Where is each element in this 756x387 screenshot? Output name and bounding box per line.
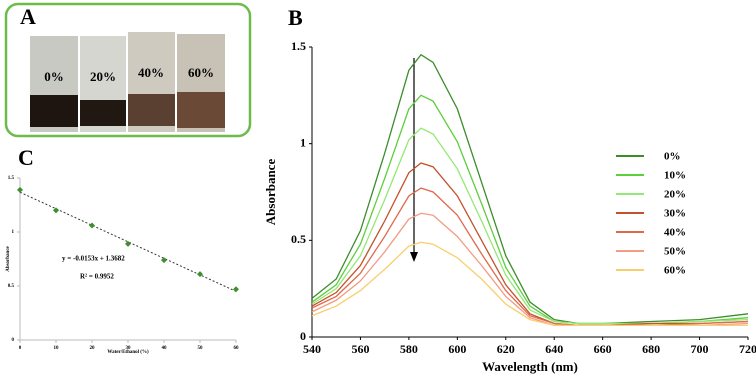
y-tick-label: 0.5 <box>8 284 15 289</box>
y-tick-label: 0 <box>300 329 306 343</box>
panel-label: C <box>18 145 34 170</box>
legend-label: 60% <box>664 265 686 277</box>
x-tick-label: 0 <box>19 346 22 351</box>
y-tick-label: 1 <box>300 135 306 149</box>
vials <box>30 32 225 132</box>
y-tick-label: 0 <box>12 338 15 343</box>
vial-label: 0% <box>44 69 64 84</box>
y-axis-label: Absorbance <box>6 245 11 271</box>
panel-label: B <box>288 5 303 30</box>
equation: y = -0.0153x + 1.3682 <box>62 255 125 263</box>
vial-liquid <box>80 100 126 126</box>
x-tick-label: 540 <box>303 342 321 356</box>
x-tick-label: 720 <box>739 342 756 356</box>
panel-label: A <box>20 4 36 29</box>
data-point <box>161 257 167 264</box>
r-squared: R² = 0.9952 <box>80 273 114 281</box>
data-point <box>197 271 203 278</box>
x-tick-label: 30 <box>126 346 132 351</box>
x-tick-label: 40 <box>162 346 168 351</box>
vial-label: 20% <box>90 69 116 84</box>
data-point <box>17 186 23 193</box>
vial-liquid <box>128 94 175 126</box>
x-axis-label: Wavelength (nm) <box>482 359 578 374</box>
data-point <box>89 222 95 229</box>
series-line <box>311 241 748 327</box>
vial-label: 60% <box>188 65 214 80</box>
y-axis-label: Absorbance <box>263 159 278 226</box>
arrow-head <box>410 252 418 262</box>
legend-label: 10% <box>664 170 686 182</box>
y-tick-label: 1.5 <box>8 176 15 181</box>
x-tick-label: 640 <box>545 342 563 356</box>
data-point <box>233 286 239 293</box>
series-line <box>311 127 749 325</box>
x-tick-label: 20 <box>90 346 96 351</box>
legend-label: 50% <box>664 246 686 258</box>
x-tick-label: 680 <box>642 342 660 356</box>
data-point <box>53 207 59 214</box>
x-tick-label: 50 <box>198 346 204 351</box>
x-tick-label: 10 <box>54 346 60 351</box>
x-tick-label: 700 <box>691 342 709 356</box>
legend-label: 40% <box>664 227 686 239</box>
x-tick-label: 600 <box>448 342 466 356</box>
x-tick-label: 660 <box>594 342 612 356</box>
x-tick-label: 560 <box>351 342 369 356</box>
data-point <box>125 240 131 247</box>
vial-liquid <box>177 92 225 128</box>
y-tick-label: 0.5 <box>291 232 306 246</box>
legend-label: 20% <box>664 189 686 201</box>
vial-label: 40% <box>138 65 164 80</box>
legend-label: 30% <box>664 208 686 220</box>
panel-a-frame <box>4 2 252 138</box>
y-tick-label: 1 <box>12 230 15 235</box>
x-tick-label: 60 <box>234 346 240 351</box>
y-tick-label: 1.5 <box>291 39 306 53</box>
vial-liquid <box>30 95 78 127</box>
legend-label: 0% <box>664 151 681 163</box>
x-tick-label: 580 <box>400 342 418 356</box>
x-tick-label: 620 <box>497 342 515 356</box>
x-axis-label: Water/Ethanol (%) <box>107 350 149 355</box>
